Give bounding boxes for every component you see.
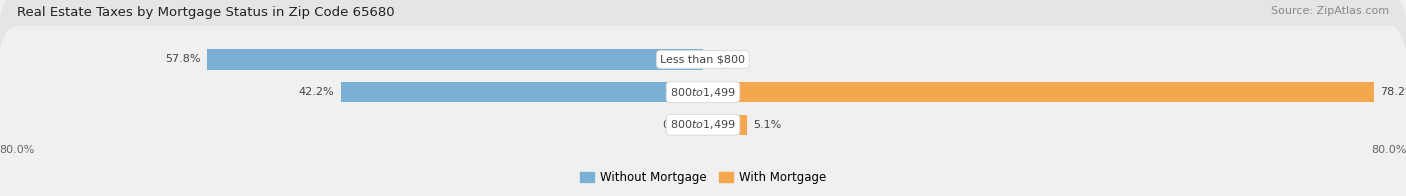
Text: 78.2%: 78.2% [1381, 87, 1406, 97]
Bar [703, 115, 747, 135]
Text: 5.1%: 5.1% [754, 120, 782, 130]
Text: Source: ZipAtlas.com: Source: ZipAtlas.com [1271, 6, 1389, 16]
Text: Less than $800: Less than $800 [661, 54, 745, 64]
FancyBboxPatch shape [0, 0, 1406, 158]
Text: 57.8%: 57.8% [165, 54, 201, 64]
Text: 42.2%: 42.2% [298, 87, 335, 97]
Bar [703, 82, 1374, 102]
Text: 0.0%: 0.0% [662, 120, 690, 130]
FancyBboxPatch shape [0, 26, 1406, 196]
Bar [207, 49, 703, 70]
FancyBboxPatch shape [0, 0, 1406, 191]
Text: 0.0%: 0.0% [716, 54, 744, 64]
Bar [342, 82, 703, 102]
Text: Real Estate Taxes by Mortgage Status in Zip Code 65680: Real Estate Taxes by Mortgage Status in … [17, 6, 395, 19]
Text: $800 to $1,499: $800 to $1,499 [671, 118, 735, 131]
Legend: Without Mortgage, With Mortgage: Without Mortgage, With Mortgage [575, 167, 831, 189]
Text: $800 to $1,499: $800 to $1,499 [671, 86, 735, 99]
